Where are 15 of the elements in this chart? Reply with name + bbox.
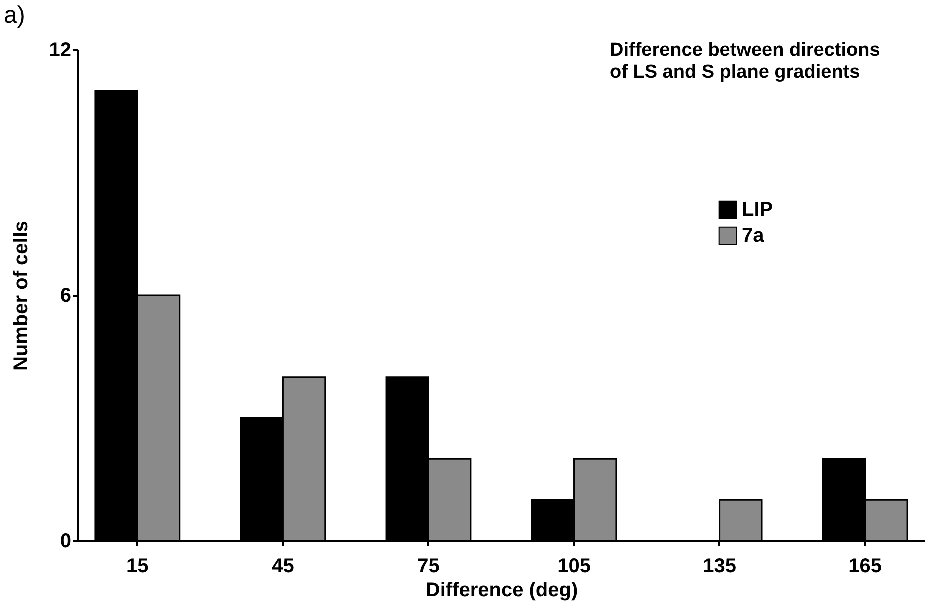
x-tick-label: 135: [703, 556, 736, 578]
chart-title: Difference between directions of LS and S plane gradients: [610, 40, 880, 84]
x-tick-label: 15: [126, 556, 149, 578]
text: a): [4, 2, 26, 30]
x-tick-label: 75: [418, 556, 440, 578]
y-tick-label: 12: [49, 40, 72, 62]
x-tick-label: 105: [558, 556, 591, 578]
x-tick-label: 45: [272, 556, 294, 578]
legend-label: LIP: [742, 199, 774, 221]
legend-label: 7a: [742, 225, 766, 247]
y-tick-label: 0: [60, 530, 72, 552]
y-tick-label: 6: [60, 285, 72, 307]
x-tick-label: 165: [848, 556, 882, 578]
x-axis-title: Difference (deg): [426, 580, 578, 602]
y-axis-title: Number of cells: [10, 220, 32, 372]
